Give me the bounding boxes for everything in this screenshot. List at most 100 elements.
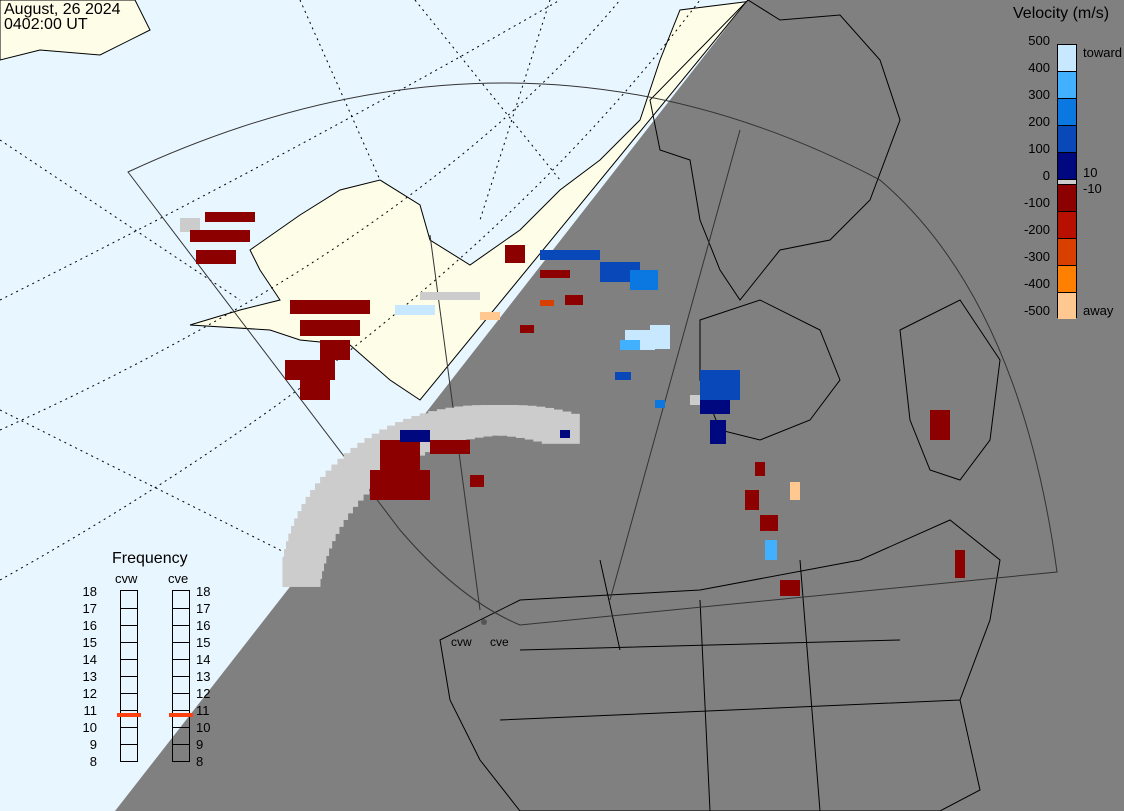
frequency-radar-cvw: cvw bbox=[115, 571, 138, 586]
frequency-scale-cve bbox=[169, 590, 193, 762]
colorbar-segment bbox=[1058, 126, 1076, 153]
frequency-tick: 12 bbox=[196, 686, 211, 701]
velocity-cell bbox=[540, 270, 570, 278]
frequency-scale-cvw bbox=[117, 590, 141, 762]
colorbar-segment bbox=[1058, 266, 1076, 293]
velocity-cell bbox=[205, 212, 255, 222]
frequency-tick: 18 bbox=[82, 584, 97, 599]
velocity-cell bbox=[320, 340, 350, 360]
frequency-tick: 11 bbox=[83, 703, 98, 718]
velocity-cell bbox=[755, 462, 765, 476]
velocity-cell bbox=[760, 515, 778, 531]
colorbar-segment bbox=[1058, 153, 1076, 180]
velocity-cell bbox=[430, 440, 470, 454]
frequency-tick: 9 bbox=[89, 737, 97, 752]
colorbar-segment bbox=[1058, 212, 1076, 239]
velocity-cell bbox=[300, 380, 330, 400]
velocity-cell bbox=[196, 250, 236, 264]
velocity-cell bbox=[565, 295, 583, 305]
frequency-tick: 18 bbox=[196, 584, 211, 599]
colorbar-segment bbox=[1058, 180, 1076, 185]
velocity-cell bbox=[700, 400, 730, 414]
colorbar-segment bbox=[1058, 99, 1076, 126]
frequency-tick: 13 bbox=[196, 669, 211, 684]
frequency-tick: 11 bbox=[196, 703, 210, 718]
velocity-cell bbox=[710, 420, 726, 444]
velocity-cell bbox=[190, 230, 250, 242]
velocity-cell bbox=[505, 245, 525, 263]
velocity-cell bbox=[745, 490, 759, 510]
colorbar-tick: -100 bbox=[1023, 195, 1050, 210]
frequency-radar-cve: cve bbox=[168, 571, 189, 586]
velocity-cell bbox=[655, 400, 665, 408]
velocity-cell bbox=[400, 430, 430, 442]
velocity-colorbar bbox=[1057, 44, 1077, 319]
frequency-tick: 15 bbox=[196, 635, 211, 650]
frequency-tick: 9 bbox=[196, 737, 204, 752]
colorbar-title: Velocity (m/s) bbox=[1013, 5, 1110, 22]
frequency-tick: 15 bbox=[82, 635, 97, 650]
radar-site-marker bbox=[481, 619, 487, 625]
velocity-cell bbox=[540, 250, 600, 260]
velocity-cell bbox=[480, 312, 500, 320]
velocity-cell bbox=[930, 410, 950, 440]
frequency-marker bbox=[117, 713, 141, 718]
frequency-tick: 13 bbox=[82, 669, 97, 684]
time-label: 0402:00 UT bbox=[4, 16, 88, 33]
date-label: August, 26 2024 bbox=[4, 1, 121, 18]
frequency-marker bbox=[169, 713, 193, 718]
colorbar-segment bbox=[1058, 45, 1076, 72]
velocity-cell bbox=[470, 475, 484, 487]
velocity-cell bbox=[560, 430, 570, 438]
velocity-cell bbox=[380, 440, 420, 470]
velocity-cell bbox=[780, 580, 800, 596]
velocity-cell bbox=[630, 270, 658, 290]
velocity-cell bbox=[300, 320, 360, 336]
colorbar-tick: -200 bbox=[1023, 222, 1050, 237]
colorbar-threshold-pos: 10 bbox=[1083, 165, 1098, 180]
frequency-tick: 14 bbox=[82, 652, 97, 667]
radar-label-cve: cve bbox=[490, 635, 509, 649]
velocity-cell bbox=[420, 292, 480, 300]
velocity-cell bbox=[650, 325, 670, 349]
frequency-tick: 8 bbox=[196, 754, 204, 769]
colorbar-segment bbox=[1058, 72, 1076, 99]
colorbar-tick: -300 bbox=[1023, 249, 1050, 264]
velocity-cell bbox=[290, 300, 370, 314]
colorbar-tick: 200 bbox=[1028, 114, 1050, 129]
velocity-cell bbox=[180, 218, 200, 232]
colorbar-tick: 500 bbox=[1028, 33, 1050, 48]
velocity-cell bbox=[700, 370, 740, 400]
colorbar-tick: 400 bbox=[1028, 60, 1050, 75]
frequency-title: Frequency bbox=[112, 550, 188, 567]
frequency-tick: 17 bbox=[82, 601, 97, 616]
frequency-tick: 16 bbox=[196, 618, 211, 633]
colorbar-segment bbox=[1058, 185, 1076, 212]
colorbar-tick: 100 bbox=[1028, 141, 1050, 156]
radar-label-cvw: cvw bbox=[451, 635, 472, 649]
frequency-tick: 10 bbox=[196, 720, 211, 735]
night-region bbox=[115, 0, 1124, 811]
colorbar-tick: 0 bbox=[1042, 168, 1050, 183]
colorbar-tick: 300 bbox=[1028, 87, 1050, 102]
colorbar-segment bbox=[1058, 239, 1076, 266]
colorbar-threshold-neg: -10 bbox=[1083, 181, 1102, 196]
night-coastlines bbox=[439, 0, 1001, 811]
colorbar-away-label: away bbox=[1083, 303, 1114, 318]
velocity-cells bbox=[180, 212, 965, 596]
lat-lon-grid bbox=[0, 0, 701, 581]
velocity-cell bbox=[765, 540, 777, 560]
frequency-tick: 8 bbox=[89, 754, 97, 769]
colorbar-tick: -400 bbox=[1023, 276, 1050, 291]
velocity-cell bbox=[520, 325, 534, 333]
velocity-cell bbox=[615, 372, 631, 380]
velocity-cell bbox=[620, 340, 640, 350]
velocity-cell bbox=[395, 305, 435, 315]
velocity-cell bbox=[370, 470, 430, 500]
velocity-cell bbox=[955, 550, 965, 578]
velocity-cell bbox=[690, 395, 700, 405]
colorbar-tick: -500 bbox=[1023, 303, 1050, 318]
frequency-tick: 10 bbox=[82, 720, 97, 735]
colorbar-toward-label: toward bbox=[1083, 45, 1123, 60]
